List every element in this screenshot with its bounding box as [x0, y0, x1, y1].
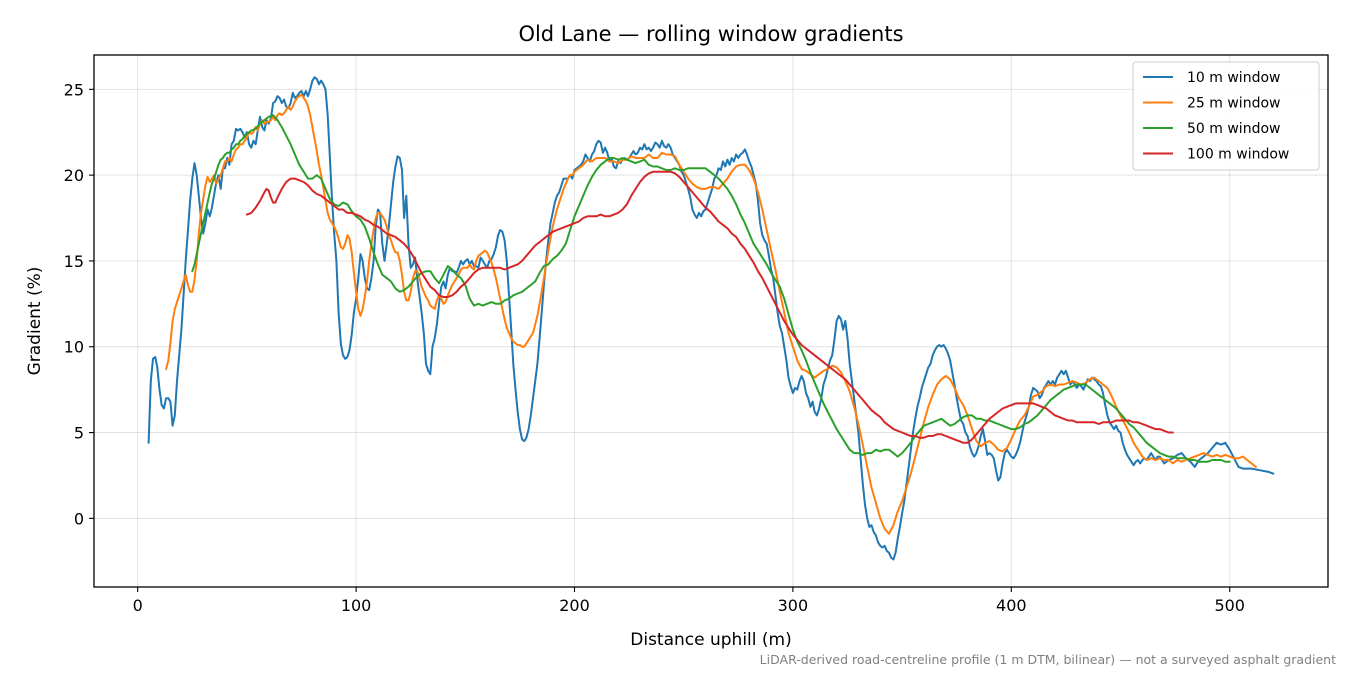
- legend-label-1: 10 m window: [1187, 70, 1280, 86]
- grid-lines: [94, 55, 1328, 587]
- legend-box: [1132, 61, 1320, 171]
- y-tick-label: 0: [74, 509, 84, 528]
- chart-title: Old Lane — rolling window gradients: [518, 22, 903, 46]
- legend-label-4: 100 m window: [1187, 147, 1289, 163]
- series-line-3: [191, 114, 1231, 463]
- legend: 10 m window 25 m window 50 m window 100 m w…: [1132, 61, 1320, 171]
- x-tick-label: 300: [778, 596, 809, 615]
- y-tick-label: 5: [74, 424, 84, 443]
- x-tick-label: 500: [1214, 596, 1245, 615]
- x-tick-label: 200: [559, 596, 590, 615]
- footnote: LiDAR-derived road-centreline profile (1…: [760, 652, 1336, 667]
- legend-label-2: 25 m window: [1187, 96, 1280, 112]
- x-axis-ticks: 0 100 200 300 400 500: [133, 587, 1245, 615]
- plot-frame: [93, 54, 1329, 588]
- y-axis-ticks: 0 5 10 15 20 25: [64, 80, 94, 528]
- series-line-2: [165, 93, 1257, 535]
- y-axis-title: Gradient (%): [25, 267, 45, 376]
- y-tick-label: 20: [64, 166, 84, 185]
- x-axis-title: Distance uphill (m): [630, 630, 791, 650]
- x-tick-label: 100: [341, 596, 372, 615]
- series-line-4: [245, 170, 1174, 444]
- y-tick-label: 10: [64, 338, 84, 357]
- series-line-1: [147, 76, 1275, 561]
- y-tick-label: 25: [64, 80, 84, 99]
- legend-label-3: 50 m window: [1187, 121, 1280, 137]
- x-tick-label: 400: [996, 596, 1027, 615]
- x-tick-label: 0: [133, 596, 143, 615]
- y-tick-label: 15: [64, 252, 84, 271]
- series-layer: [147, 76, 1275, 561]
